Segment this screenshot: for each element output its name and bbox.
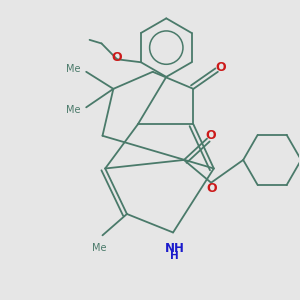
Text: O: O bbox=[207, 182, 217, 195]
Text: NH: NH bbox=[165, 242, 184, 254]
Text: O: O bbox=[111, 51, 122, 64]
Text: O: O bbox=[205, 129, 216, 142]
Text: Me: Me bbox=[66, 64, 80, 74]
Text: Me: Me bbox=[92, 243, 107, 253]
Text: H: H bbox=[170, 251, 179, 261]
Text: Me: Me bbox=[66, 105, 80, 115]
Text: O: O bbox=[215, 61, 226, 74]
